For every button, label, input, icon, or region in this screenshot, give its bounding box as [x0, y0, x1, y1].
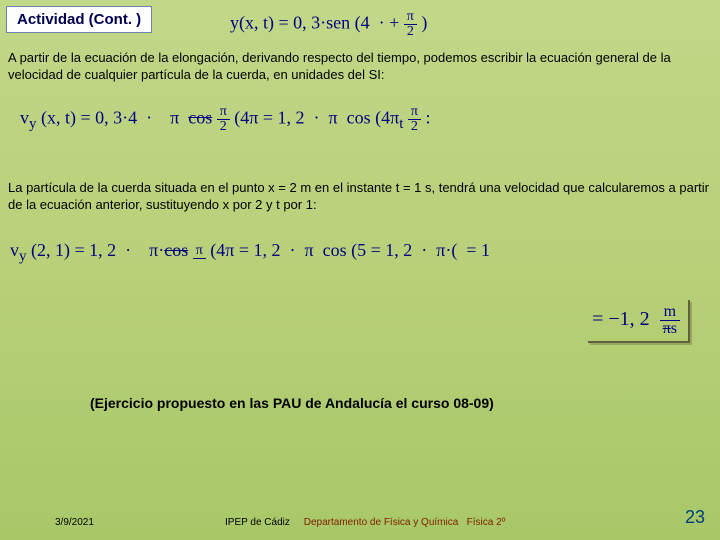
footer-center: IPEP de Cádiz Departamento de Física y Q…: [225, 517, 505, 528]
footer-dept: Departamento de Física y Química: [304, 517, 459, 528]
equation-velocity-general: vy (x, t) = 0, 3·4 · π cos π2 (4π = 1, 2…: [20, 105, 430, 134]
page-number: 23: [685, 507, 705, 528]
paragraph-1: A partir de la ecuación de la elongación…: [8, 50, 712, 84]
pau-note: (Ejercicio propuesto en las PAU de Andal…: [90, 395, 494, 411]
activity-header: Actividad (Cont. ): [6, 6, 152, 33]
footer-ipep: IPEP de Cádiz: [225, 517, 290, 528]
equation-velocity-particle: vy (2, 1) = 1, 2 · π·cos π (4π = 1, 2 · …: [10, 240, 490, 266]
equation-result: = −1, 2 mπs: [592, 308, 680, 330]
footer-course: Física 2º: [467, 517, 506, 528]
result-box: = −1, 2 mπs: [588, 300, 690, 343]
equation-main: y(x, t) = 0, 3·sen (4 · + π2 ): [230, 10, 427, 39]
footer-date: 3/9/2021: [55, 517, 94, 528]
paragraph-2: La partícula de la cuerda situada en el …: [8, 180, 712, 214]
